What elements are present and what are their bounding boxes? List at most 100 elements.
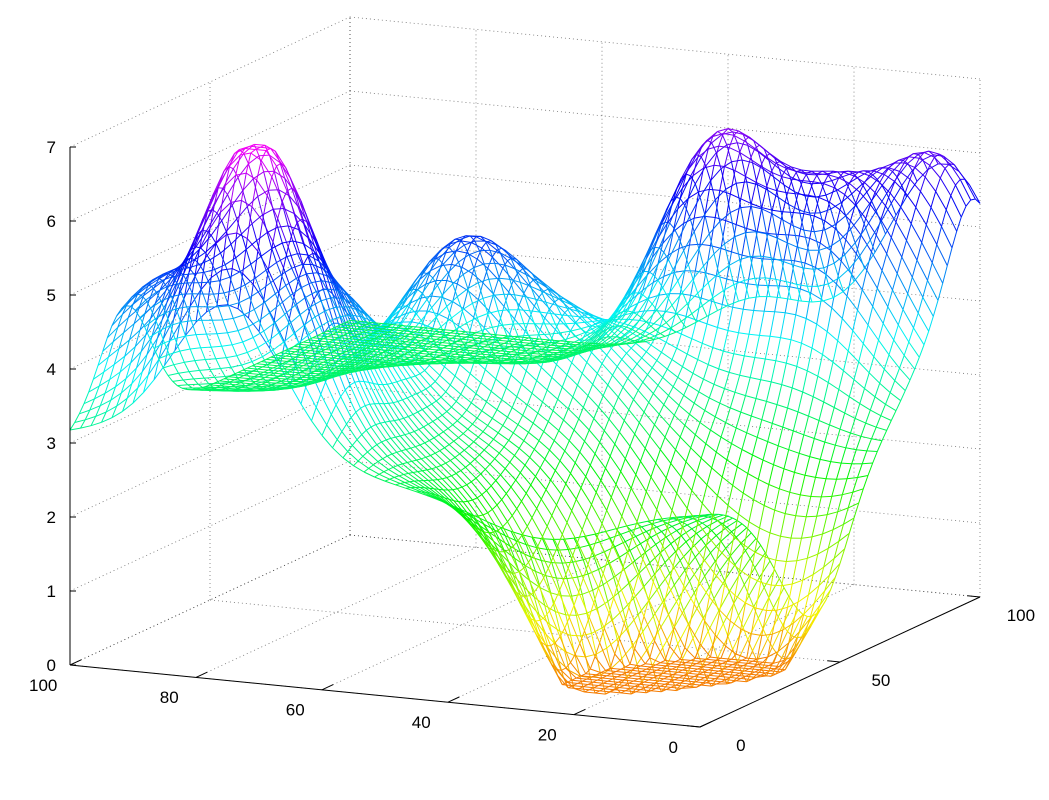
mesh-segment — [354, 364, 366, 366]
mesh-segment — [192, 293, 198, 307]
mesh-segment — [489, 522, 496, 531]
mesh-segment — [396, 379, 402, 383]
mesh-segment — [367, 451, 379, 462]
mesh-segment — [245, 152, 252, 174]
mesh-segment — [603, 418, 610, 431]
mesh-segment — [244, 284, 251, 298]
mesh-segment — [451, 337, 463, 340]
mesh-segment — [529, 595, 541, 621]
mesh-segment — [505, 387, 518, 397]
mesh-segment — [142, 279, 154, 288]
mesh-segment — [343, 290, 356, 308]
mesh-segment — [584, 533, 596, 537]
mesh-segment — [134, 299, 147, 311]
mesh-segment — [227, 330, 239, 334]
mesh-segment — [122, 402, 134, 412]
mesh-segment — [553, 440, 566, 452]
mesh-segment — [593, 551, 605, 557]
mesh-segment — [606, 497, 612, 511]
mesh-segment — [549, 339, 561, 342]
mesh-segment — [601, 627, 608, 649]
mesh-segment — [271, 248, 277, 263]
mesh-segment — [516, 396, 528, 406]
mesh-segment — [435, 333, 446, 336]
mesh-segment — [378, 403, 391, 422]
mesh-segment — [462, 308, 475, 318]
mesh-segment — [508, 309, 514, 325]
mesh-segment — [292, 231, 304, 266]
mesh-segment — [603, 430, 616, 445]
mesh-segment — [204, 376, 215, 379]
mesh-segment — [615, 336, 621, 339]
mesh-segment — [582, 316, 593, 319]
mesh-segment — [456, 335, 467, 338]
mesh-segment — [417, 347, 429, 350]
mesh-segment — [554, 323, 561, 334]
mesh-segment — [571, 593, 583, 597]
mesh-segment — [257, 196, 263, 216]
mesh-segment — [549, 602, 555, 612]
mesh-segment — [183, 273, 194, 276]
mesh-segment — [410, 447, 422, 460]
mesh-segment — [519, 472, 532, 486]
mesh-segment — [308, 311, 321, 343]
mesh-segment — [570, 462, 576, 474]
mesh-segment — [268, 369, 279, 372]
mesh-segment — [437, 272, 449, 286]
mesh-segment — [577, 529, 583, 543]
mesh-segment — [312, 360, 324, 363]
mesh-segment — [165, 308, 177, 314]
mesh-segment — [444, 329, 456, 332]
mesh-segment — [405, 377, 411, 380]
mesh-segment — [469, 235, 476, 242]
mesh-segment — [244, 277, 256, 286]
mesh-segment — [449, 375, 456, 386]
mesh-segment — [507, 416, 519, 426]
mesh-segment — [311, 355, 323, 358]
mesh-segment — [116, 392, 122, 407]
mesh-segment — [473, 515, 485, 533]
mesh-segment — [272, 367, 284, 370]
mesh-segment — [321, 280, 328, 290]
mesh-segment — [122, 398, 128, 412]
mesh-segment — [296, 273, 307, 279]
mesh-segment — [276, 262, 282, 275]
mesh-segment — [363, 471, 375, 478]
mesh-segment — [184, 264, 190, 269]
mesh-segment — [390, 337, 396, 341]
mesh-segment — [579, 643, 591, 670]
mesh-segment — [170, 321, 181, 326]
mesh-segment — [452, 488, 458, 491]
mesh-segment — [358, 381, 371, 405]
mesh-segment — [626, 488, 632, 503]
mesh-segment — [315, 394, 322, 408]
mesh-segment — [535, 345, 547, 348]
mesh-segment — [536, 351, 548, 353]
mesh-segment — [291, 263, 303, 269]
mesh-segment — [580, 476, 587, 488]
mesh-segment — [378, 471, 385, 475]
mesh-segment — [636, 520, 648, 524]
grid-y-floor-2 — [349, 534, 981, 598]
mesh-segment — [411, 395, 423, 410]
mesh-segment — [265, 382, 277, 384]
mesh-segment — [579, 332, 591, 340]
mesh-segment — [601, 354, 608, 364]
mesh-segment — [257, 347, 263, 357]
grid-z-backright-1 — [349, 460, 981, 524]
mesh-segment — [411, 321, 423, 325]
mesh-segment — [563, 408, 569, 421]
mesh-segment — [217, 166, 230, 188]
mesh-segment — [430, 452, 436, 456]
mesh-segment — [531, 353, 543, 355]
mesh-segment — [511, 407, 523, 416]
mesh-segment — [406, 397, 419, 413]
mesh-segment — [523, 586, 535, 598]
mesh-segment — [597, 601, 609, 609]
mesh-segment — [216, 304, 228, 307]
mesh-segment — [347, 332, 359, 335]
mesh-segment — [411, 292, 423, 310]
mesh-segment — [423, 327, 435, 330]
mesh-segment — [475, 477, 487, 491]
mesh-segment — [340, 389, 346, 397]
